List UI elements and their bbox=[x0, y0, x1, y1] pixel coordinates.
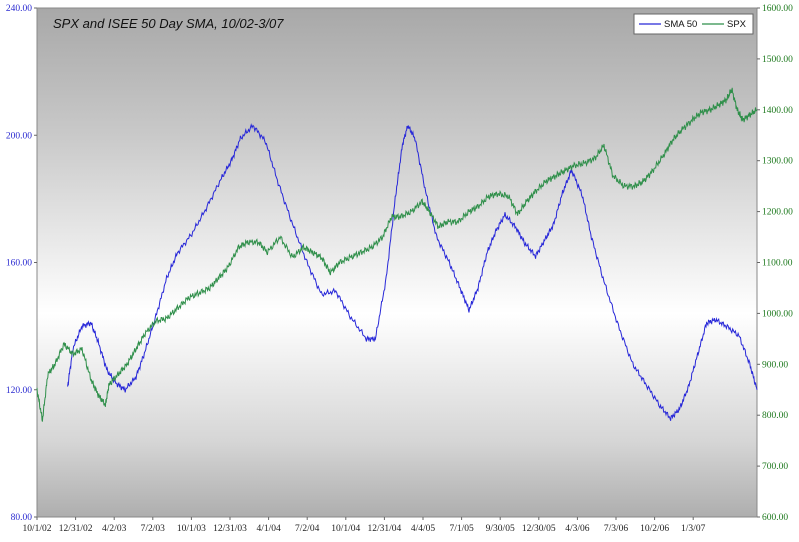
left-axis: 80.00 120.00 160.00 200.00 240.00 bbox=[6, 4, 37, 523]
right-axis-tick-label: 1500.00 bbox=[762, 55, 793, 65]
legend-label-spx: SPX bbox=[727, 19, 747, 30]
x-axis-tick-label: 10/1/04 bbox=[331, 524, 360, 534]
x-axis-tick-label: 10/1/02 bbox=[22, 524, 51, 534]
legend-label-sma50: SMA 50 bbox=[664, 19, 697, 30]
left-axis-tick-label: 240.00 bbox=[6, 4, 32, 14]
right-axis-tick-label: 1100.00 bbox=[762, 259, 793, 269]
right-axis-tick-label: 600.00 bbox=[762, 513, 788, 523]
right-axis-tick-label: 900.00 bbox=[762, 360, 788, 370]
x-axis-tick-label: 7/2/04 bbox=[295, 524, 320, 534]
right-axis-tick-label: 700.00 bbox=[762, 462, 788, 472]
x-axis-tick-label: 4/1/04 bbox=[256, 524, 281, 534]
x-axis-tick-label: 10/2/06 bbox=[640, 524, 669, 534]
x-axis-tick-label: 12/31/03 bbox=[213, 524, 247, 534]
x-axis-tick-label: 9/30/05 bbox=[486, 524, 515, 534]
legend-box bbox=[633, 13, 754, 35]
x-axis-tick-label: 1/3/07 bbox=[681, 524, 706, 534]
x-axis-tick-label: 7/3/06 bbox=[604, 524, 629, 534]
right-axis-tick-label: 1300.00 bbox=[762, 157, 793, 167]
x-axis-tick-label: 4/4/05 bbox=[411, 524, 436, 534]
x-axis-tick-label: 7/1/05 bbox=[449, 524, 474, 534]
x-axis-tick-label: 10/1/03 bbox=[177, 524, 206, 534]
right-axis-tick-label: 1400.00 bbox=[762, 106, 793, 116]
chart-title: SPX and ISEE 50 Day SMA, 10/02-3/07 bbox=[53, 16, 284, 31]
x-axis: 10/1/02 12/31/02 4/2/03 7/2/03 10/1/03 12/31/… bbox=[22, 517, 706, 534]
right-axis-tick-label: 1000.00 bbox=[762, 309, 793, 319]
right-axis-tick-label: 1200.00 bbox=[762, 208, 793, 218]
x-axis-tick-label: 7/2/03 bbox=[141, 524, 166, 534]
x-axis-tick-label: 4/3/06 bbox=[565, 524, 590, 534]
series-line-spx bbox=[36, 87, 758, 422]
left-axis-tick-label: 160.00 bbox=[6, 259, 32, 269]
left-axis-tick-label: 80.00 bbox=[11, 513, 33, 523]
legend: SMA 50 SPX bbox=[633, 13, 754, 35]
x-axis-tick-label: 4/2/03 bbox=[102, 524, 127, 534]
plot-area bbox=[36, 7, 758, 518]
right-axis-tick-label: 1600.00 bbox=[762, 4, 793, 14]
left-axis-tick-label: 120.00 bbox=[6, 386, 32, 396]
series-line-sma50 bbox=[67, 123, 758, 421]
right-axis-tick-label: 800.00 bbox=[762, 411, 788, 421]
series-layer bbox=[36, 87, 758, 422]
left-axis-tick-label: 200.00 bbox=[6, 131, 32, 141]
right-axis: 600.00 700.00 800.00 900.00 1000.00 1100.00 12… bbox=[757, 4, 793, 523]
x-axis-tick-label: 12/30/05 bbox=[522, 524, 556, 534]
x-axis-tick-label: 12/31/04 bbox=[368, 524, 402, 534]
x-axis-tick-label: 12/31/02 bbox=[59, 524, 93, 534]
